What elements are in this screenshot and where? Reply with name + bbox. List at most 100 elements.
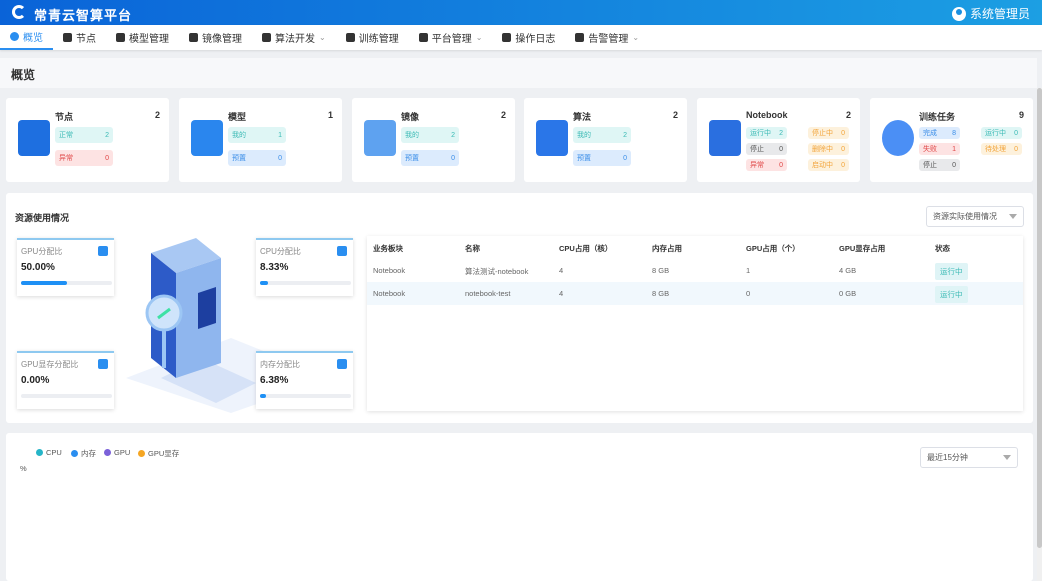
pill-value: 0 (952, 161, 956, 169)
clock-icon (882, 120, 914, 156)
status-pill[interactable]: 待处理 0 (981, 143, 1022, 155)
table-cell: 算法测试-notebook (465, 267, 529, 276)
summary-card[interactable]: 算法 2 我的 2 预置 0 (524, 98, 687, 182)
train-icon (345, 33, 355, 42)
tab-label: 操作日志 (515, 34, 556, 45)
tab-label: 镜像管理 (202, 34, 242, 45)
table-cell: 0 (746, 289, 751, 298)
legend-item[interactable]: 内存 (71, 448, 96, 459)
legend-item[interactable]: CPU (36, 448, 62, 457)
summary-card[interactable]: Notebook 2 运行中 2 停止 0 异常 0 停止中 0 删除中 0 启动中 0 (697, 98, 860, 182)
pill-value: 0 (841, 161, 845, 169)
tab-7[interactable]: 操作日志 (492, 25, 565, 50)
status-pill[interactable]: 删除中 0 (808, 143, 849, 155)
tab-4[interactable]: 算法开发 ⌄ (252, 25, 336, 50)
app-header: 常青云智算平台 系统管理员 (0, 0, 1042, 25)
allocation-value: 50.00% (21, 262, 55, 273)
pill-label: 我的 (232, 132, 246, 139)
tab-0[interactable]: 概览 (0, 25, 53, 50)
legend-item[interactable]: GPU (104, 448, 130, 457)
summary-card[interactable]: 镜像 2 我的 2 预置 0 (352, 98, 515, 182)
pill-label: 异常 (59, 155, 73, 162)
table-cell: 0 GB (839, 289, 857, 298)
table-row[interactable]: Notebook 算法测试-notebook 4 8 GB 1 4 GB 运行中 (367, 259, 1023, 282)
pill-label: 正常 (59, 132, 73, 139)
status-pill[interactable]: 预置 0 (573, 150, 631, 166)
column-header: 状态 (935, 244, 950, 253)
page-scrollbar[interactable] (1037, 88, 1042, 581)
table-row[interactable]: Notebook notebook-test 4 8 GB 0 0 GB 运行中 (367, 282, 1023, 305)
table-cell: 4 GB (839, 266, 857, 275)
status-pill[interactable]: 完成 8 (919, 127, 960, 139)
tab-3[interactable]: 镜像管理 (179, 25, 252, 50)
tab-label: 节点 (76, 34, 96, 45)
scrollbar-thumb[interactable] (1037, 88, 1042, 548)
status-pill[interactable]: 预置 0 (228, 150, 286, 166)
legend-item[interactable]: GPU显存 (138, 448, 179, 459)
status-pill[interactable]: 异常 0 (55, 150, 113, 166)
status-pill[interactable]: 异常 0 (746, 159, 787, 171)
dropdown-arrow-icon (1009, 214, 1017, 219)
summary-card[interactable]: 训练任务 9 完成 8 失败 1 停止 0 运行中 0 待处理 0 (870, 98, 1033, 182)
legend-label: CPU (46, 448, 62, 457)
pill-label: 停止中 (812, 130, 833, 137)
model-cubes-icon (191, 120, 223, 156)
time-range-select[interactable]: 最近15分钟 (920, 447, 1018, 468)
image-icon (364, 120, 396, 156)
legend-label: 内存 (81, 449, 96, 458)
column-header: 业务板块 (373, 244, 403, 253)
dropdown-arrow-icon (1003, 455, 1011, 460)
allocation-card: GPU显存分配比 0.00% (17, 351, 114, 409)
status-pill[interactable]: 停止 0 (919, 159, 960, 171)
pill-label: 完成 (923, 130, 937, 137)
status-pill[interactable]: 启动中 0 (808, 159, 849, 171)
chevron-down-icon: ⌄ (319, 33, 326, 42)
title-bar: 概览 (0, 58, 1037, 88)
progress-fill (260, 394, 266, 398)
card-title: 镜像 (401, 112, 420, 122)
status-pill[interactable]: 预置 0 (401, 150, 459, 166)
pill-label: 预置 (405, 155, 419, 162)
allocation-progress-bar (260, 394, 351, 398)
status-pill[interactable]: 正常 2 (55, 127, 113, 143)
status-pill[interactable]: 运行中 2 (746, 127, 787, 139)
log-icon (502, 33, 512, 42)
tab-8[interactable]: 告警管理 ⌄ (565, 25, 649, 50)
status-pill[interactable]: 我的 1 (228, 127, 286, 143)
pill-value: 0 (841, 129, 845, 137)
table-cell: Notebook (373, 266, 406, 275)
status-pill[interactable]: 运行中 0 (981, 127, 1022, 139)
summary-card[interactable]: 模型 1 我的 1 预置 0 (179, 98, 342, 182)
status-badge: 运行中 (935, 263, 968, 280)
allocation-label: GPU显存分配比 (21, 360, 79, 369)
legend-label: GPU显存 (148, 449, 180, 458)
pill-value: 2 (105, 131, 109, 139)
tab-5[interactable]: 训练管理 (336, 25, 409, 50)
status-pill[interactable]: 停止 0 (746, 143, 787, 155)
user-menu[interactable]: 系统管理员 (951, 5, 1030, 22)
status-pill[interactable]: 我的 2 (573, 127, 631, 143)
pill-label: 停止 (923, 162, 937, 169)
allocation-card: CPU分配比 8.33% (256, 238, 353, 296)
legend-dot-icon (104, 449, 111, 456)
status-pill[interactable]: 失败 1 (919, 143, 960, 155)
logo-icon (12, 5, 26, 19)
tab-6[interactable]: 平台管理 ⌄ (409, 25, 493, 50)
column-header: CPU占用（核） (559, 244, 613, 253)
tab-1[interactable]: 节点 (53, 25, 106, 50)
card-title: 训练任务 (919, 112, 956, 122)
algorithm-icon (536, 120, 568, 156)
pill-value: 0 (278, 154, 282, 162)
card-title: 模型 (228, 112, 247, 122)
tab-2[interactable]: 模型管理 (106, 25, 179, 50)
column-header: 名称 (465, 244, 480, 253)
resource-type-select[interactable]: 资源实际使用情况 (926, 206, 1024, 227)
legend-label: GPU (114, 448, 131, 457)
y-axis-unit: % (20, 464, 27, 473)
allocation-card: GPU分配比 50.00% (17, 238, 114, 296)
status-pill[interactable]: 停止中 0 (808, 127, 849, 139)
progress-fill (21, 281, 67, 285)
summary-card[interactable]: 节点 2 正常 2 异常 0 (6, 98, 169, 182)
status-pill[interactable]: 我的 2 (401, 127, 459, 143)
card-title: 算法 (573, 112, 592, 122)
